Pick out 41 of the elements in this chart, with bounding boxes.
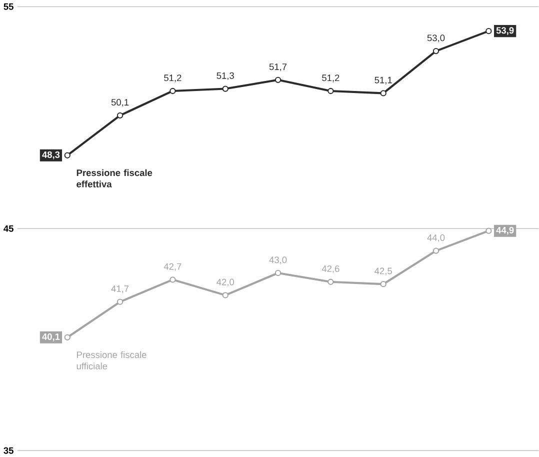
series-label: Pressione fiscale effettiva [76,169,152,188]
point [380,280,386,288]
data-label: 51,3 [216,72,234,80]
point [170,276,176,283]
y-tick-label: 55 [4,3,14,10]
data-label: 44,0 [427,234,445,242]
point [222,292,228,298]
data-label: 48,3 [42,151,60,160]
data-label: 42,7 [164,263,182,271]
data-label: 40,1 [42,333,60,342]
point [222,86,228,92]
data-label: 42,5 [374,268,392,276]
point [116,112,124,118]
data-label: 53,0 [427,34,445,42]
point [328,278,334,285]
data-label: 51,7 [269,63,287,71]
data-label: 43,0 [269,256,287,264]
point [170,88,176,94]
data-label: 51,1 [374,76,392,84]
point [486,28,492,34]
data-label: 42,6 [322,265,340,273]
point [116,298,124,305]
point [328,88,334,94]
data-label: 50,1 [111,98,129,106]
data-label: 53,9 [496,26,514,35]
y-tick-label: 35 [4,447,14,454]
point [432,48,440,54]
point [486,228,492,234]
point [274,76,282,83]
point [274,270,282,276]
data-label: 44,9 [496,226,514,235]
point [432,248,440,254]
point [64,152,70,158]
data-label: 51,2 [322,74,340,82]
series-label: Pressione fiscale ufficiale [76,351,146,370]
y-tick-label: 45 [4,225,14,232]
point [64,334,70,340]
data-label: 51,2 [164,74,182,82]
data-label: 42,0 [216,278,234,286]
data-label: 41,7 [111,285,129,293]
point [380,90,386,96]
